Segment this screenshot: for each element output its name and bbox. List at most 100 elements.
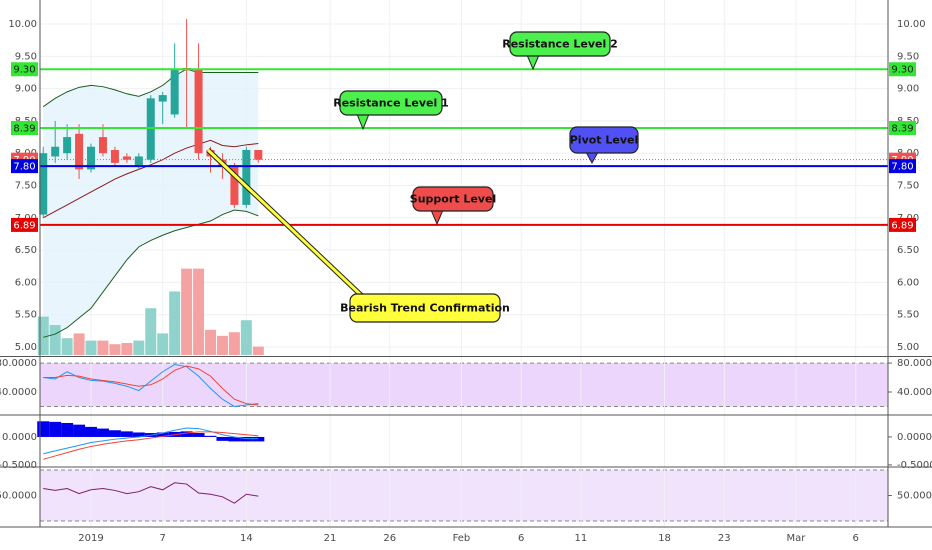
histogram-bar [180, 431, 193, 437]
candle-body [63, 137, 72, 154]
level-badge-right [889, 159, 916, 174]
histogram-bar [37, 421, 50, 437]
y-tick-label-right: 40.0000 [897, 387, 932, 398]
candle-body [122, 156, 131, 160]
indicator-line [43, 365, 259, 406]
y-tick-label-left: 6.50 [15, 245, 37, 256]
volume-bar [240, 320, 252, 355]
volume-bar [216, 335, 228, 355]
callout-box [339, 90, 443, 116]
level-badge-left [11, 121, 38, 136]
x-tick-label: 26 [383, 533, 396, 544]
volume-bar [109, 344, 121, 355]
volume-bar [85, 340, 97, 355]
volume-bar [73, 333, 85, 355]
indicator-band [40, 470, 888, 522]
volume-bar [97, 340, 109, 355]
callout-pointer [206, 148, 364, 298]
y-tick-label-right: 0.0000 [897, 432, 932, 443]
level-badge-right [889, 121, 916, 136]
y-tick-label-left: 9.00 [15, 84, 37, 95]
candle-body [39, 153, 48, 215]
volume-bar [252, 346, 264, 355]
callout-box [349, 293, 501, 323]
indicator-line [43, 427, 259, 455]
y-tick-label-right: 9.50 [897, 51, 919, 62]
level-badge-left [11, 159, 38, 174]
y-tick-label-right: 7.50 [897, 181, 919, 192]
bollinger-middle [42, 139, 259, 219]
candle-body [98, 137, 107, 154]
y-tick-label-right: -0.5000 [897, 460, 932, 471]
y-tick-label-left: 10.00 [8, 19, 37, 30]
level-label-left: 7.80 [13, 162, 35, 173]
indicator-line [43, 363, 259, 408]
level-label-right: 6.89 [891, 220, 913, 231]
candle-body [51, 146, 60, 157]
y-tick-label-right: 5.50 [897, 310, 919, 321]
callout-text: Pivot Level [570, 134, 639, 147]
histogram-bar [61, 422, 74, 437]
y-tick-label-right: 6.00 [897, 277, 919, 288]
histogram-bar [85, 426, 98, 437]
histogram-bar [73, 424, 86, 437]
histogram-bar [108, 430, 121, 437]
callout-text: Resistance Level 2 [502, 38, 617, 51]
x-tick-label: 23 [718, 533, 731, 544]
indicator-band [40, 363, 888, 407]
x-tick-label: Feb [453, 533, 471, 544]
y-tick-label-right: 10.00 [897, 19, 926, 30]
level-badge-left [11, 62, 38, 77]
volume-bar [61, 338, 73, 355]
histogram-bar [156, 432, 169, 437]
x-tick-label: 14 [240, 533, 253, 544]
volume-bar [133, 340, 145, 355]
y-tick-label-right: 6.50 [897, 245, 919, 256]
callout-box [412, 186, 494, 212]
y-tick-label-left: 9.50 [15, 51, 37, 62]
level-badge-right [889, 217, 916, 232]
level-label-left: 9.30 [13, 65, 35, 76]
y-tick-label-left: 80.0000 [0, 358, 37, 369]
histogram-bar [204, 435, 217, 437]
y-tick-label-right: 80.0000 [897, 358, 932, 369]
y-tick-label-left: 40.0000 [0, 387, 37, 398]
x-tick-label: 11 [575, 533, 588, 544]
y-tick-label-right: 5.00 [897, 342, 919, 353]
x-tick-label: 6 [518, 533, 524, 544]
histogram-bar [216, 436, 229, 441]
volume-bar [193, 268, 205, 355]
y-tick-label-left: 6.00 [15, 277, 37, 288]
indicator-line [43, 482, 259, 504]
x-tick-label: 18 [658, 533, 671, 544]
volume-bar [169, 291, 181, 355]
bollinger-fill [43, 69, 259, 338]
candle-body [230, 166, 239, 205]
histogram-bar [96, 428, 109, 437]
histogram-bar [228, 436, 241, 442]
candle-body [254, 149, 263, 160]
x-tick-label: 21 [324, 533, 337, 544]
level-badge-left [11, 217, 38, 232]
volume-bar [37, 316, 49, 355]
histogram-bar [192, 433, 205, 437]
level-label-right: 8.39 [891, 124, 913, 135]
histogram-bar [240, 436, 253, 442]
histogram-bar [252, 436, 265, 442]
candle-body [87, 146, 96, 170]
candle-body [242, 149, 251, 205]
y-tick-label-left: 50.0000 [0, 491, 37, 502]
x-tick-label: 7 [160, 533, 166, 544]
candle-body [194, 69, 203, 154]
callout-text: Bearish Trend Confirmation [340, 302, 510, 315]
x-tick-label: 2019 [78, 533, 103, 544]
level-label-right: 7.80 [891, 162, 913, 173]
volume-bar [205, 329, 217, 355]
y-tick-label-left: 7.50 [15, 181, 37, 192]
bollinger-upper [42, 68, 259, 108]
candle-body [110, 149, 119, 163]
candle-body [158, 95, 167, 102]
callout-text: Resistance Level 1 [333, 97, 448, 110]
volume-bar [121, 343, 133, 355]
indicator-line [43, 431, 259, 460]
